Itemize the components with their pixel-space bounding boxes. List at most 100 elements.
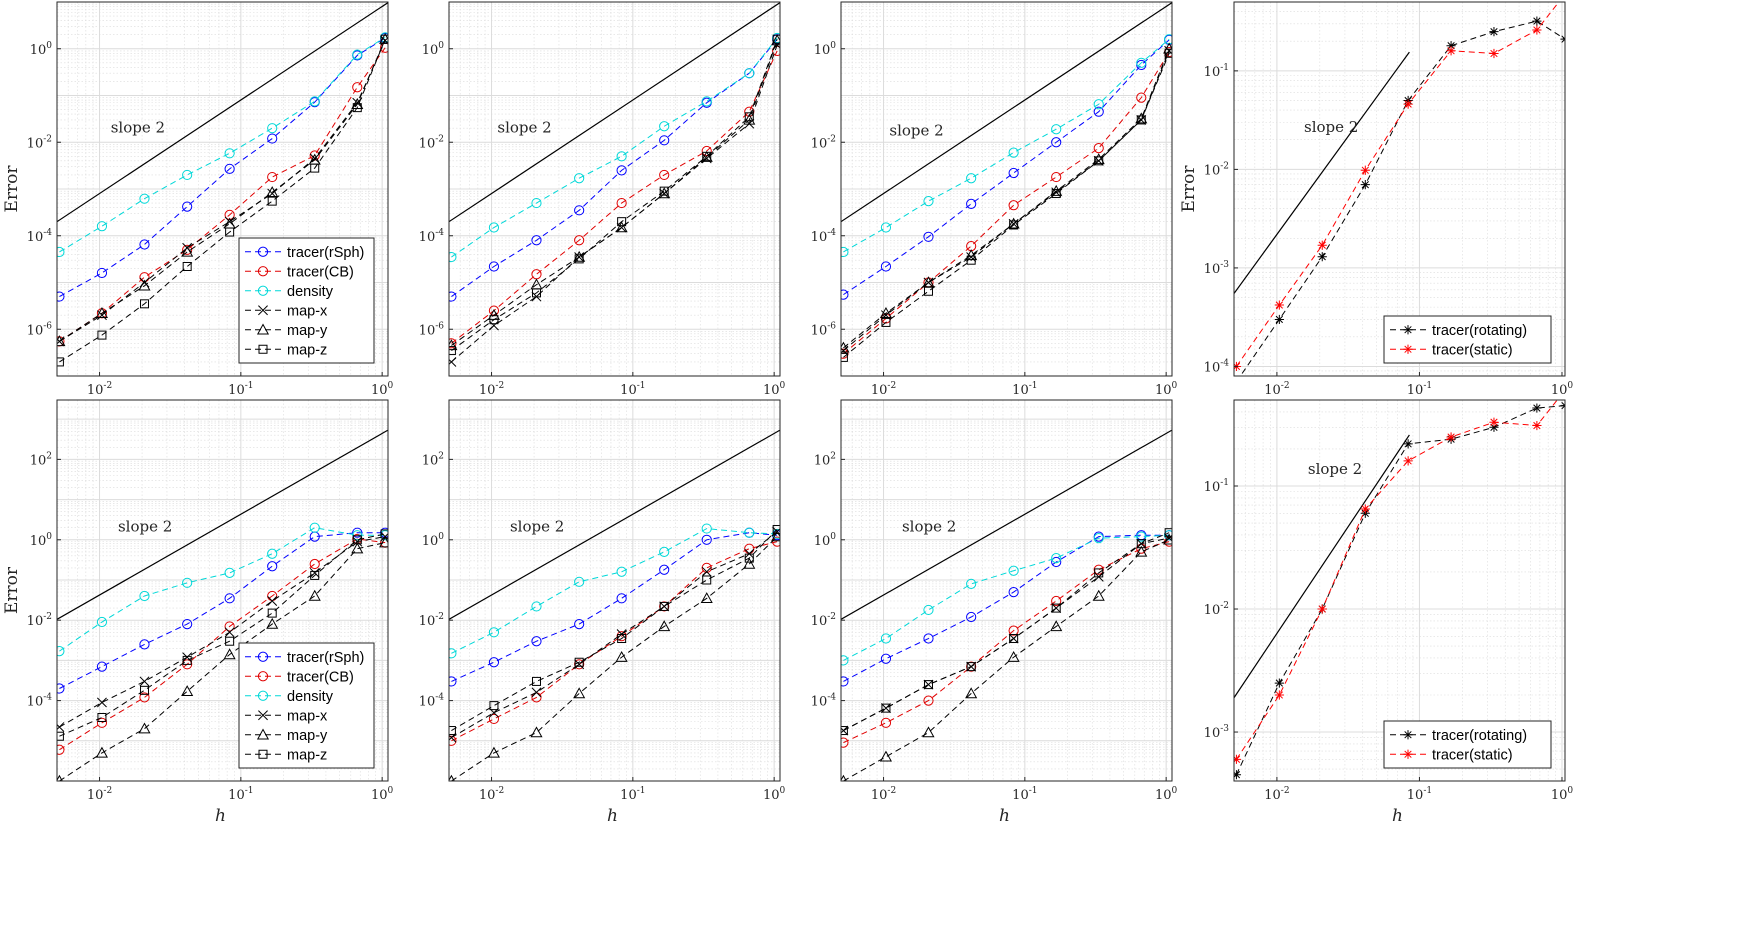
data-point: [531, 636, 542, 647]
data-point: [352, 103, 362, 113]
series-line: [59, 47, 386, 342]
data-point: [309, 522, 320, 533]
data-point: [880, 633, 892, 644]
legend-entry: map-y: [245, 728, 328, 744]
slope-label: slope 2: [497, 119, 551, 137]
data-point: [923, 277, 934, 288]
legend-entry: tracer(static): [1390, 747, 1513, 763]
plot-area: [1234, 400, 1565, 781]
data-point: [182, 169, 193, 181]
data-point: [744, 553, 754, 563]
data-point: [617, 634, 627, 644]
series-line: [451, 529, 778, 731]
series-line: [843, 541, 1170, 744]
data-point: [1446, 41, 1456, 51]
series-map-z: [449, 525, 780, 736]
data-point: [449, 251, 457, 263]
slope-reference-line: [841, 2, 1172, 223]
data-point: [743, 557, 756, 569]
legend-entry: density: [245, 284, 334, 300]
series-tracer(static): [1234, 400, 1558, 764]
y-tick-label: 10-2: [811, 612, 836, 629]
data-point: [309, 153, 320, 164]
series-density: [449, 523, 780, 659]
slope-label: slope 2: [1304, 118, 1358, 136]
data-point: [881, 703, 891, 713]
series-line: [451, 532, 778, 682]
data-point: [616, 197, 627, 209]
x-tick-label: 100: [1155, 786, 1178, 803]
data-point: [182, 242, 193, 253]
data-point: [1403, 99, 1413, 109]
data-point: [308, 589, 321, 601]
series-line: [451, 531, 778, 739]
data-point: [267, 133, 278, 144]
data-point: [449, 291, 457, 302]
series-line: [843, 534, 1170, 661]
data-point: [1274, 314, 1284, 325]
series-line: [59, 532, 386, 689]
data-point: [574, 235, 585, 246]
chart-panel-r1c1: slope 2 10-2 10-1 100 10-6 10-4 10-2 100 Error tr…: [2, 1, 394, 398]
data-point: [57, 731, 64, 741]
x-axis-label: h: [999, 806, 1010, 826]
plot-content: [1234, 400, 1565, 780]
series-line: [451, 37, 778, 258]
data-point: [841, 655, 849, 666]
data-point: [224, 621, 235, 632]
data-point: [1232, 377, 1241, 386]
legend-entry: tracer(rSph): [245, 650, 364, 666]
legend-marker: [258, 749, 268, 759]
x-tick-label: 10-2: [871, 786, 896, 803]
chart-panel-r2c2: slope 2 10-2 10-1 100 10-4 10-2 100 102 h: [419, 399, 786, 826]
legend-entry: tracer(CB): [245, 669, 354, 685]
data-point: [1050, 620, 1063, 632]
y-axis-label: Error: [2, 165, 22, 213]
data-point: [966, 662, 976, 672]
y-axis-label: Error: [1179, 165, 1199, 213]
data-point: [96, 717, 108, 728]
y-tick-label: 10-3: [1204, 724, 1230, 741]
data-point: [923, 286, 933, 296]
slope-reference-line: [1234, 51, 1410, 294]
data-point: [879, 307, 892, 318]
legend-marker: [257, 285, 269, 296]
series-density: [57, 32, 388, 258]
legend: tracer(rSph) tracer(CB) density map-x map-y m…: [238, 642, 375, 769]
data-point: [96, 267, 108, 279]
data-point: [95, 746, 108, 758]
legend-label: map-x: [287, 303, 328, 319]
data-point: [772, 525, 780, 535]
slope-label: slope 2: [1308, 460, 1362, 478]
series-line: [59, 542, 386, 781]
data-point: [966, 198, 977, 210]
data-point: [923, 680, 933, 690]
series-density: [449, 32, 780, 263]
data-point: [922, 276, 935, 288]
y-tick-label: 100: [422, 41, 445, 58]
data-point: [1094, 568, 1104, 578]
data-point: [1360, 504, 1370, 514]
y-tick-label: 10-2: [419, 612, 444, 629]
legend-entry: tracer(static): [1390, 342, 1513, 358]
data-point: [96, 310, 107, 321]
series-line: [843, 53, 1170, 358]
data-point: [449, 648, 457, 659]
x-tick-label: 100: [1551, 786, 1574, 803]
data-point: [1446, 46, 1456, 56]
data-point: [616, 151, 627, 162]
data-point: [744, 112, 754, 122]
grid: [449, 400, 780, 781]
data-point: [531, 601, 542, 612]
legend-label: map-z: [287, 342, 327, 358]
y-tick-label: 10-4: [419, 228, 445, 245]
data-point: [225, 227, 235, 237]
data-point: [1093, 533, 1104, 544]
data-point: [531, 235, 542, 246]
legend-entry: map-x: [245, 303, 328, 319]
data-point: [744, 68, 755, 79]
legend-entry: map-z: [245, 747, 327, 763]
data-point: [182, 652, 193, 663]
legend-box: [238, 642, 375, 769]
data-point: [573, 687, 586, 699]
